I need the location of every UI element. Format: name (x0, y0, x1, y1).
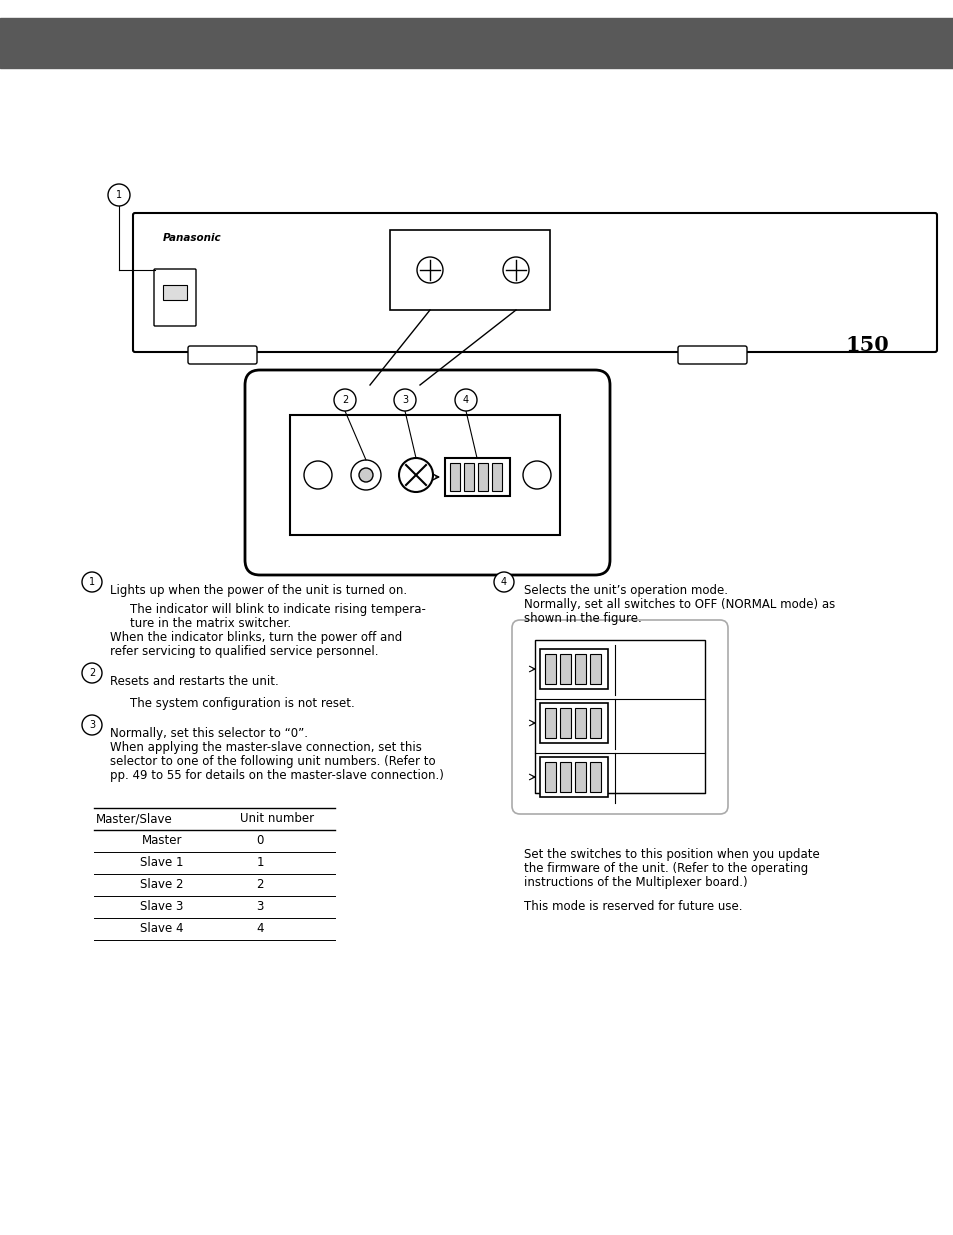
Bar (589, 655, 600, 684)
Bar (539, 757, 607, 797)
Text: Selects the unit’s operation mode.: Selects the unit’s operation mode. (523, 584, 727, 597)
Text: Normally, set this selector to “0”.: Normally, set this selector to “0”. (110, 727, 308, 740)
FancyBboxPatch shape (678, 346, 746, 364)
Text: 3: 3 (401, 395, 408, 405)
Bar (575, 762, 585, 792)
Text: The indicator will blink to indicate rising tempera-: The indicator will blink to indicate ris… (130, 603, 425, 616)
Bar (444, 458, 510, 496)
FancyBboxPatch shape (153, 269, 195, 326)
Circle shape (494, 572, 514, 592)
Text: 150: 150 (844, 335, 888, 354)
Text: 2: 2 (89, 668, 95, 678)
FancyBboxPatch shape (512, 620, 727, 814)
FancyBboxPatch shape (132, 212, 936, 352)
Text: Slave 1: Slave 1 (140, 857, 184, 869)
Text: Master/Slave: Master/Slave (96, 813, 172, 825)
Text: pp. 49 to 55 for details on the master-slave connection.): pp. 49 to 55 for details on the master-s… (110, 769, 443, 782)
Bar (390, 230, 550, 310)
Text: Slave 3: Slave 3 (140, 900, 184, 914)
Text: 1: 1 (256, 857, 263, 869)
Bar (535, 640, 704, 793)
Bar (492, 463, 501, 492)
Text: 3: 3 (256, 900, 263, 914)
Text: Master: Master (142, 835, 182, 847)
Text: 1: 1 (116, 190, 122, 200)
Bar (589, 762, 600, 792)
Text: instructions of the Multiplexer board.): instructions of the Multiplexer board.) (523, 876, 747, 889)
Text: 4: 4 (256, 923, 263, 935)
Bar (575, 708, 585, 739)
Text: Slave 2: Slave 2 (140, 878, 184, 892)
Text: ture in the matrix switcher.: ture in the matrix switcher. (130, 618, 291, 630)
Text: Normally, set all switches to OFF (NORMAL mode) as: Normally, set all switches to OFF (NORMA… (523, 598, 835, 611)
Text: Unit number: Unit number (240, 813, 314, 825)
Text: selector to one of the following unit numbers. (Refer to: selector to one of the following unit nu… (110, 755, 436, 768)
Bar (559, 655, 571, 684)
Text: 3: 3 (89, 720, 95, 730)
Bar (290, 415, 559, 535)
Circle shape (82, 572, 102, 592)
Text: 4: 4 (500, 577, 507, 587)
Bar (575, 655, 585, 684)
Text: refer servicing to qualified service personnel.: refer servicing to qualified service per… (110, 645, 378, 658)
Text: When applying the master-slave connection, set this: When applying the master-slave connectio… (110, 741, 421, 755)
FancyBboxPatch shape (188, 346, 256, 364)
Circle shape (358, 468, 373, 482)
Bar (559, 762, 571, 792)
Text: Panasonic: Panasonic (163, 233, 221, 243)
Bar (163, 285, 187, 300)
FancyBboxPatch shape (245, 370, 609, 576)
Text: Resets and restarts the unit.: Resets and restarts the unit. (110, 676, 278, 688)
Bar (544, 655, 556, 684)
Bar (0, 19, 953, 68)
Circle shape (82, 715, 102, 735)
Text: the firmware of the unit. (Refer to the operating: the firmware of the unit. (Refer to the … (523, 862, 807, 876)
Circle shape (351, 459, 380, 490)
Text: Set the switches to this position when you update: Set the switches to this position when y… (523, 848, 819, 861)
Text: Lights up when the power of the unit is turned on.: Lights up when the power of the unit is … (110, 584, 407, 597)
Bar (544, 762, 556, 792)
Circle shape (522, 461, 551, 489)
Circle shape (502, 257, 529, 283)
Bar (544, 708, 556, 739)
Text: 2: 2 (256, 878, 263, 892)
Text: Slave 4: Slave 4 (140, 923, 184, 935)
Circle shape (394, 389, 416, 411)
Text: The system configuration is not reset.: The system configuration is not reset. (130, 697, 355, 710)
Text: 1: 1 (89, 577, 95, 587)
Circle shape (108, 184, 130, 206)
Text: 0: 0 (256, 835, 263, 847)
Text: 2: 2 (341, 395, 348, 405)
Circle shape (334, 389, 355, 411)
Text: shown in the figure.: shown in the figure. (523, 613, 641, 625)
Circle shape (416, 257, 442, 283)
Circle shape (82, 663, 102, 683)
Text: 4: 4 (462, 395, 469, 405)
Circle shape (304, 461, 332, 489)
Bar (450, 463, 459, 492)
Bar (559, 708, 571, 739)
Bar (477, 463, 488, 492)
Bar (539, 650, 607, 689)
Bar (589, 708, 600, 739)
Bar (539, 703, 607, 743)
Circle shape (455, 389, 476, 411)
Text: This mode is reserved for future use.: This mode is reserved for future use. (523, 900, 741, 913)
Bar (463, 463, 474, 492)
Circle shape (398, 458, 433, 492)
Text: When the indicator blinks, turn the power off and: When the indicator blinks, turn the powe… (110, 631, 402, 643)
